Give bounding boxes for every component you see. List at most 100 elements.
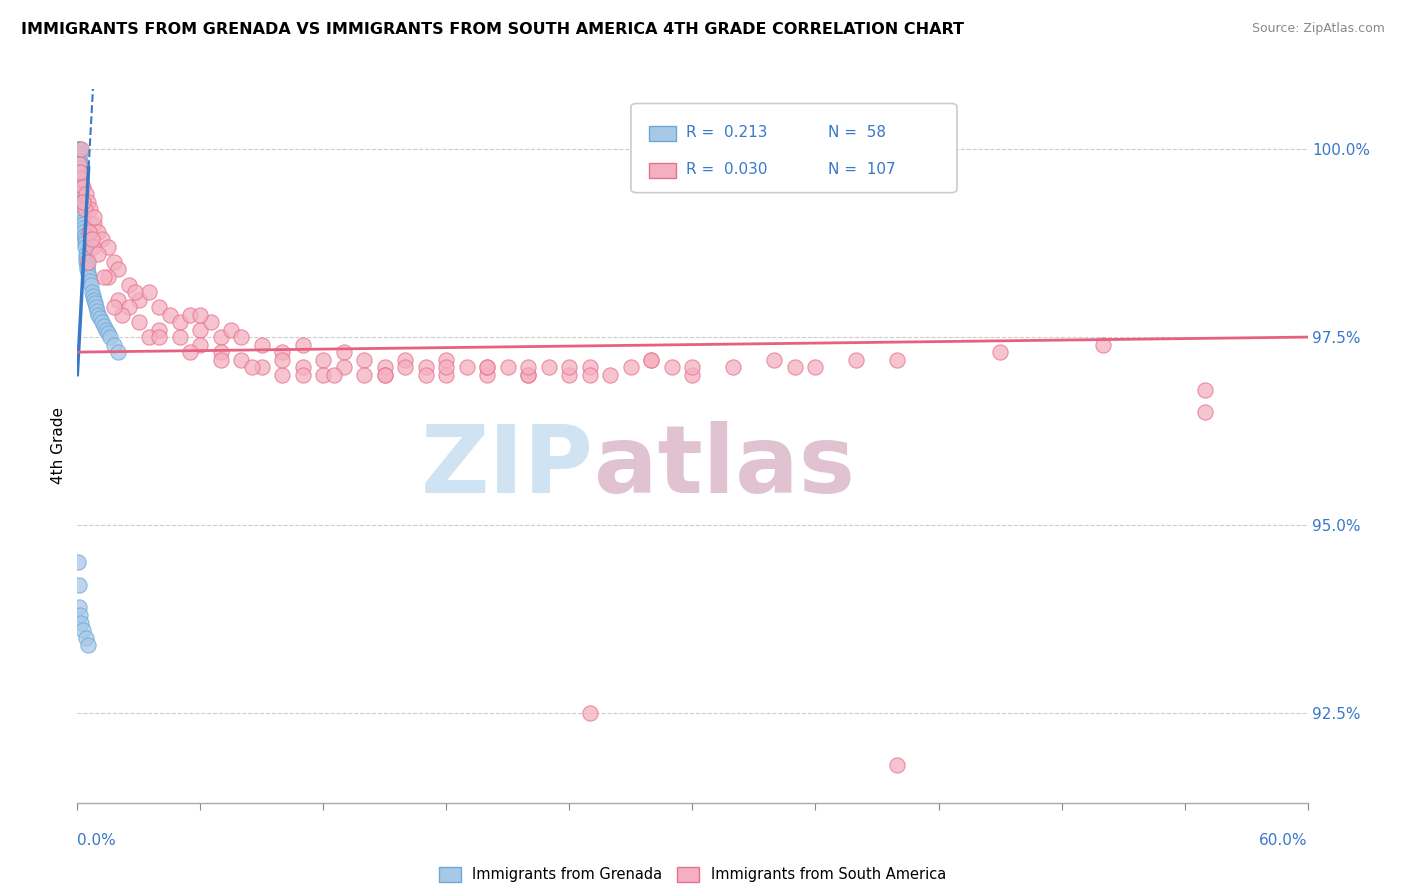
Point [76,638,98,652]
Point [70,615,93,630]
Point [70,142,93,156]
Text: Source: ZipAtlas.com: Source: ZipAtlas.com [1251,22,1385,36]
Point [70,172,93,186]
Point [188,337,212,351]
Point [90,232,114,246]
Point [517,360,540,375]
Point [415,360,437,375]
Point [107,262,129,277]
Point [723,360,745,375]
Point [374,360,396,375]
Point [886,758,908,772]
Point [72,179,94,194]
Text: R =  0.030: R = 0.030 [686,161,768,177]
Point [83,218,105,232]
Point [76,266,98,280]
Point [67,142,90,156]
Point [73,228,96,243]
Point [79,202,101,217]
Point [988,345,1011,359]
Point [148,300,170,314]
Point [169,315,191,329]
Point [97,240,120,254]
Point [103,300,125,314]
FancyBboxPatch shape [650,126,676,141]
Point [579,368,602,382]
Point [353,352,375,367]
Point [579,360,602,375]
Point [103,255,125,269]
Point [682,360,704,375]
Point [128,315,150,329]
Point [558,368,581,382]
Text: N =  107: N = 107 [828,161,896,177]
Point [271,345,294,359]
Point [169,330,191,344]
Point [271,368,294,382]
Legend: Immigrants from Grenada, Immigrants from South America: Immigrants from Grenada, Immigrants from… [433,861,952,888]
Point [138,330,160,344]
Point [394,360,416,375]
Point [87,225,110,239]
Point [72,213,94,227]
Point [845,352,868,367]
Point [353,368,375,382]
Point [477,360,499,375]
Point [291,337,314,351]
Point [250,337,273,351]
Point [83,296,105,310]
Point [70,199,93,213]
Point [69,165,91,179]
Point [72,210,94,224]
Point [477,368,499,382]
Point [517,368,540,382]
Point [72,202,94,217]
Point [138,285,160,299]
Point [75,251,97,265]
FancyBboxPatch shape [631,103,957,193]
Point [67,150,90,164]
Point [682,368,704,382]
Point [179,345,201,359]
Text: 60.0%: 60.0% [1260,833,1308,848]
Point [70,194,93,209]
Point [496,360,519,375]
Point [415,368,437,382]
Point [93,318,115,333]
Point [394,352,416,367]
Point [84,300,107,314]
Point [93,270,115,285]
Point [436,352,458,367]
Point [67,146,90,161]
Point [89,311,111,326]
Point [73,232,96,246]
FancyBboxPatch shape [650,162,676,178]
Point [83,293,105,307]
Point [82,289,104,303]
Point [76,259,98,273]
Point [76,255,98,269]
Point [67,556,90,570]
Point [69,172,91,186]
Point [456,360,478,375]
Point [333,345,356,359]
Text: ZIP: ZIP [422,421,595,514]
Point [128,293,150,307]
Point [188,308,212,322]
Point [333,360,356,375]
Point [517,368,540,382]
Point [661,360,683,375]
Point [87,247,110,261]
Point [312,368,335,382]
Point [73,202,96,217]
Point [124,285,146,299]
Point [80,232,103,246]
Point [75,240,97,254]
Point [76,194,98,209]
Point [75,631,97,645]
Point [200,315,222,329]
Point [83,210,105,224]
Point [79,274,101,288]
Point [240,360,263,375]
Point [72,194,94,209]
